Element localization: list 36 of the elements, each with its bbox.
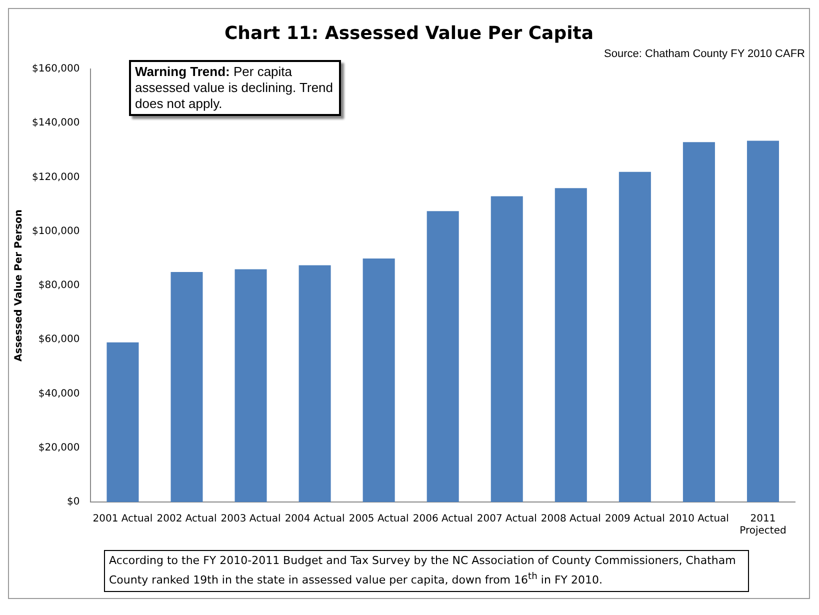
y-tick-label: $100,000 — [32, 226, 80, 237]
annotation: Warning Trend: Per capita assessed value is declining. Trend does not apply. — [129, 60, 341, 116]
bar — [682, 142, 715, 502]
source-note: Source: Chatham County FY 2010 CAFR — [603, 48, 805, 60]
bar — [298, 265, 331, 502]
y-tick-label: $80,000 — [38, 280, 80, 292]
x-tick-label: 2009 Actual — [604, 514, 665, 525]
y-tick-label: $20,000 — [38, 442, 80, 454]
y-tick-label: $160,000 — [32, 64, 80, 75]
x-tick-label: 2008 Actual — [540, 514, 601, 525]
bar — [490, 196, 523, 502]
x-tick-label: 2011 Projected — [740, 514, 786, 537]
bar — [170, 272, 203, 502]
bar — [106, 342, 139, 502]
y-tick-label: $0 — [66, 496, 80, 508]
bar — [362, 258, 395, 502]
y-axis-title: Assessed Value Per Person — [14, 209, 25, 362]
chart-title: Chart 11: Assessed Value Per Capita — [223, 23, 595, 44]
x-tick-label: 2006 Actual — [412, 514, 473, 525]
x-tick-label: 2005 Actual — [348, 514, 409, 525]
y-tick-label: $60,000 — [38, 334, 80, 346]
x-tick-label: 2001 Actual — [92, 514, 153, 525]
y-tick-label: $120,000 — [32, 172, 80, 183]
y-tick-label: $40,000 — [38, 388, 80, 400]
x-tick-label: 2003 Actual — [220, 514, 281, 525]
x-tick-label: 2007 Actual — [476, 514, 537, 525]
x-tick-label: 2010 Actual — [668, 514, 729, 525]
text: According to the FY 2010-2011 Budget and Tax Survey by the NC Association of County Commissioners, Chatham County ranked 19th in the state in assessed value per capita, down from 16$^{th}$ in FY 2010. — [104, 550, 749, 592]
bar — [554, 188, 587, 502]
bar — [618, 172, 651, 502]
y-tick-label: $140,000 — [32, 118, 80, 129]
bar — [234, 269, 267, 502]
bar — [426, 211, 459, 502]
x-tick-label: 2004 Actual — [284, 514, 345, 525]
x-tick-label: 2002 Actual — [156, 514, 217, 525]
bar — [746, 140, 779, 502]
